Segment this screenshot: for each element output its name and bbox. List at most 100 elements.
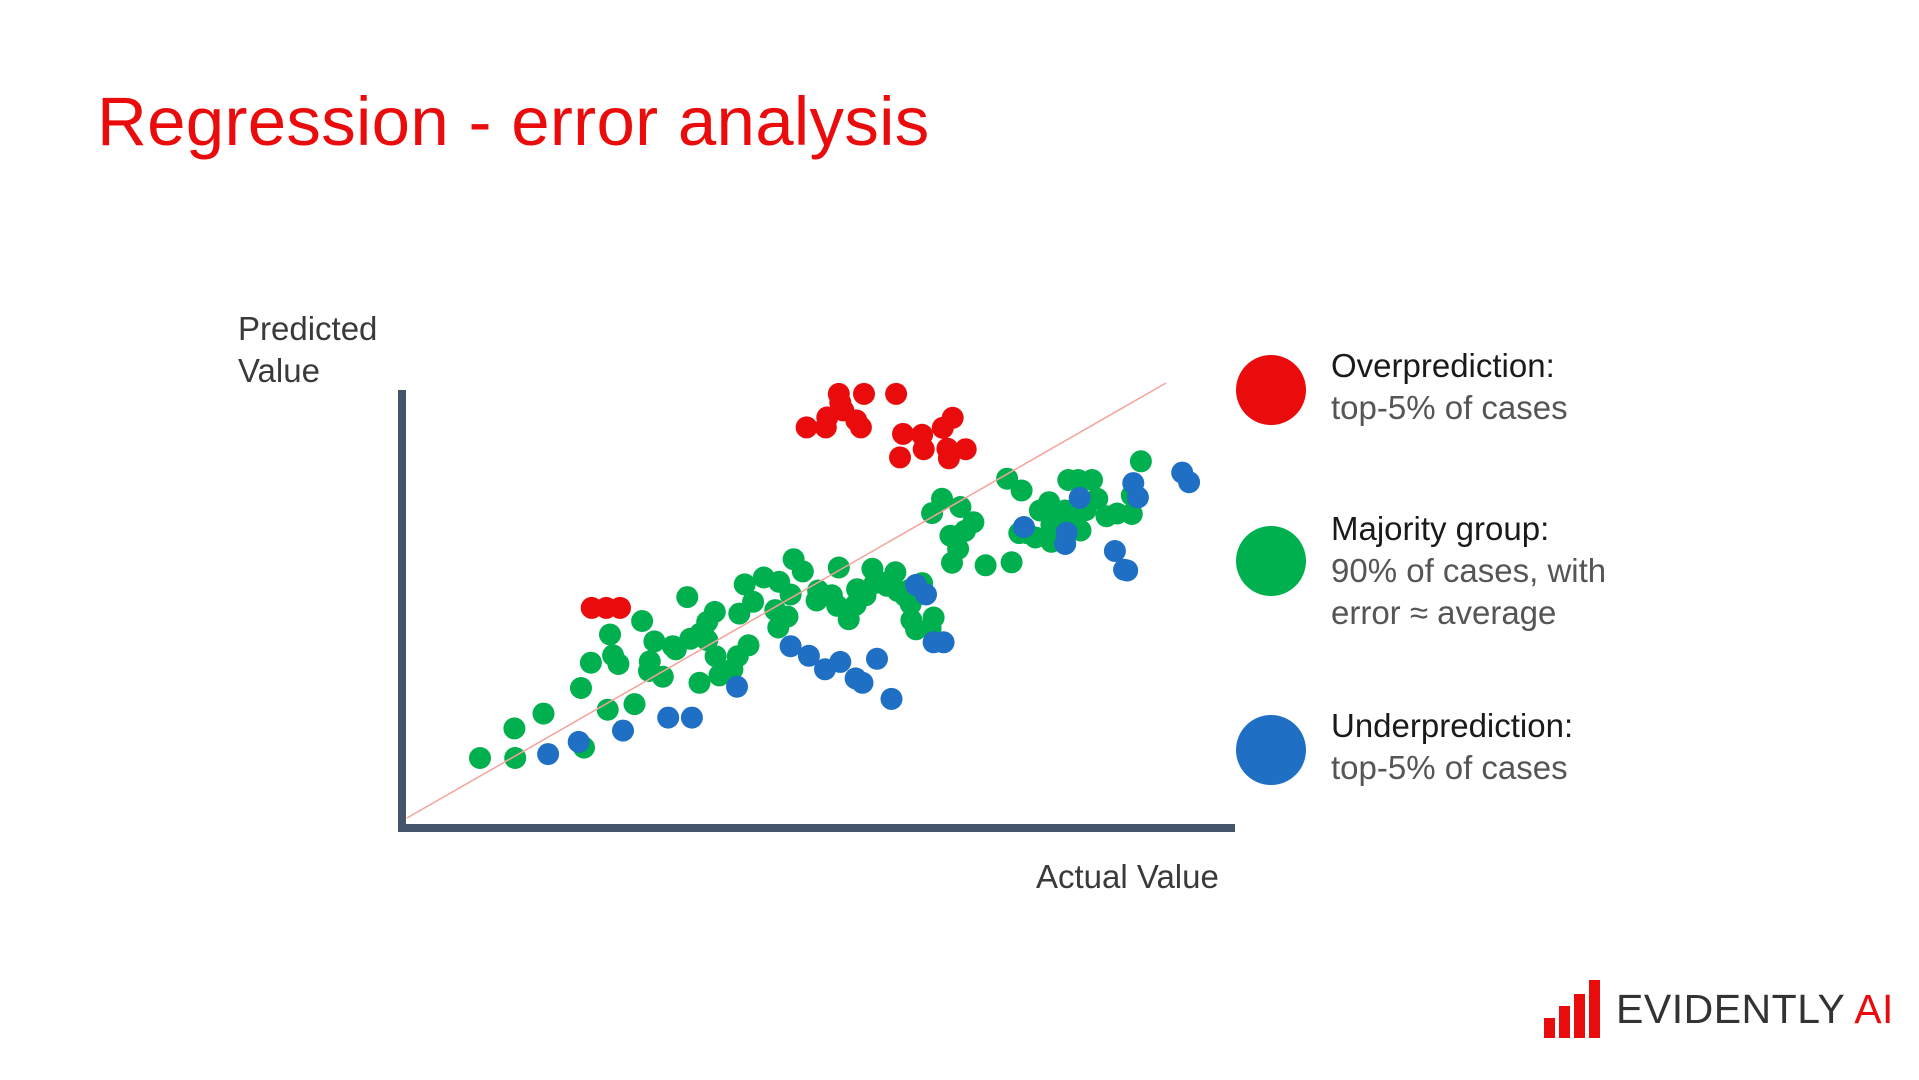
point-underprediction: [932, 631, 955, 654]
point-underprediction: [1068, 486, 1091, 509]
legend-text-underprediction: Underprediction: top-5% of cases: [1331, 705, 1573, 789]
legend-text-overprediction: Overprediction: top-5% of cases: [1331, 345, 1568, 429]
y-axis-label-line2: Value: [238, 352, 320, 389]
point-underprediction: [567, 730, 590, 753]
point-majority: [733, 573, 756, 596]
point-underprediction: [680, 706, 703, 729]
legend-dot-majority: [1236, 526, 1306, 596]
point-majority: [704, 645, 727, 668]
legend-item-overprediction: Overprediction: top-5% of cases: [1236, 345, 1756, 445]
point-majority: [503, 717, 526, 740]
legend-item-majority: Majority group: 90% of cases, with error…: [1236, 508, 1756, 648]
point-majority: [776, 605, 799, 628]
legend-heading-majority: Majority group:: [1331, 510, 1550, 547]
point-underprediction: [1055, 521, 1078, 544]
point-majority: [1000, 551, 1023, 574]
point-majority: [651, 665, 674, 688]
point-majority: [939, 524, 962, 547]
point-underprediction: [829, 650, 852, 673]
point-overprediction: [911, 423, 934, 446]
point-underprediction: [779, 635, 802, 658]
point-overprediction: [885, 382, 908, 405]
point-majority: [737, 634, 760, 657]
y-axis-label: Predicted Value: [238, 308, 377, 392]
point-underprediction: [851, 671, 874, 694]
ideal-fit-line: [406, 382, 1167, 819]
slide-title: Regression - error analysis: [97, 83, 930, 160]
logo-wordmark: EVIDENTLY AI: [1616, 986, 1894, 1032]
legend-desc-majority-line2: error ≈ average: [1331, 594, 1557, 631]
point-majority: [579, 651, 602, 674]
point-underprediction: [1103, 540, 1126, 562]
point-underprediction: [726, 675, 748, 698]
point-majority: [1010, 479, 1033, 502]
point-underprediction: [880, 687, 903, 710]
point-majority: [1043, 499, 1066, 522]
point-overprediction: [941, 406, 964, 429]
point-overprediction: [609, 596, 631, 619]
legend-item-underprediction: Underprediction: top-5% of cases: [1236, 705, 1756, 805]
point-majority: [688, 671, 711, 694]
point-underprediction: [915, 583, 937, 606]
x-axis-line: [398, 824, 1235, 832]
point-underprediction: [866, 647, 888, 670]
legend-text-majority: Majority group: 90% of cases, with error…: [1331, 508, 1606, 634]
point-majority: [962, 511, 985, 534]
point-majority: [791, 560, 814, 583]
point-majority: [703, 600, 726, 623]
point-overprediction: [892, 422, 914, 445]
point-overprediction: [889, 446, 911, 469]
point-majority: [661, 635, 684, 658]
scatter-points: [469, 382, 1201, 769]
point-majority: [623, 693, 646, 716]
legend-desc-overprediction: top-5% of cases: [1331, 389, 1568, 426]
point-majority: [921, 502, 944, 525]
point-underprediction: [612, 719, 634, 742]
point-majority: [643, 630, 666, 653]
legend-dot-underprediction: [1236, 715, 1306, 785]
point-majority: [638, 650, 661, 673]
point-majority: [922, 606, 945, 629]
point-overprediction: [853, 382, 875, 405]
point-majority: [469, 747, 491, 769]
logo-bars-icon: [1544, 980, 1600, 1038]
evidently-ai-logo: EVIDENTLY AI: [1544, 980, 1893, 1040]
point-overprediction: [936, 437, 959, 460]
legend-desc-majority-line1: 90% of cases, with: [1331, 552, 1607, 589]
point-underprediction: [657, 706, 680, 729]
point-majority: [1129, 450, 1152, 473]
point-majority: [570, 677, 592, 699]
point-majority: [1081, 469, 1103, 491]
y-axis-line: [398, 390, 406, 832]
point-overprediction: [814, 416, 837, 439]
legend-heading-underprediction: Underprediction:: [1331, 707, 1574, 744]
legend-heading-overprediction: Overprediction:: [1331, 347, 1555, 384]
point-majority: [607, 653, 630, 675]
legend-desc-underprediction: top-5% of cases: [1331, 749, 1568, 786]
point-underprediction: [1012, 516, 1035, 538]
point-majority: [1120, 503, 1143, 525]
point-majority: [949, 496, 972, 518]
point-underprediction: [537, 743, 560, 766]
point-underprediction: [1116, 559, 1139, 582]
point-majority: [779, 583, 802, 606]
point-underprediction: [1178, 471, 1201, 494]
point-majority: [504, 747, 527, 769]
point-majority: [599, 623, 621, 646]
point-majority: [596, 698, 619, 721]
point-majority: [676, 586, 699, 609]
point-majority: [1086, 487, 1109, 510]
y-axis-label-line1: Predicted: [238, 310, 378, 347]
point-overprediction: [954, 438, 977, 461]
point-majority: [532, 702, 555, 725]
point-overprediction: [827, 382, 850, 405]
point-majority: [974, 554, 997, 577]
point-underprediction: [797, 644, 820, 667]
point-majority: [884, 561, 907, 584]
point-overprediction: [795, 416, 818, 439]
x-axis-label: Actual Value: [1036, 858, 1219, 895]
point-overprediction: [849, 416, 872, 439]
legend-dot-overprediction: [1236, 355, 1306, 425]
